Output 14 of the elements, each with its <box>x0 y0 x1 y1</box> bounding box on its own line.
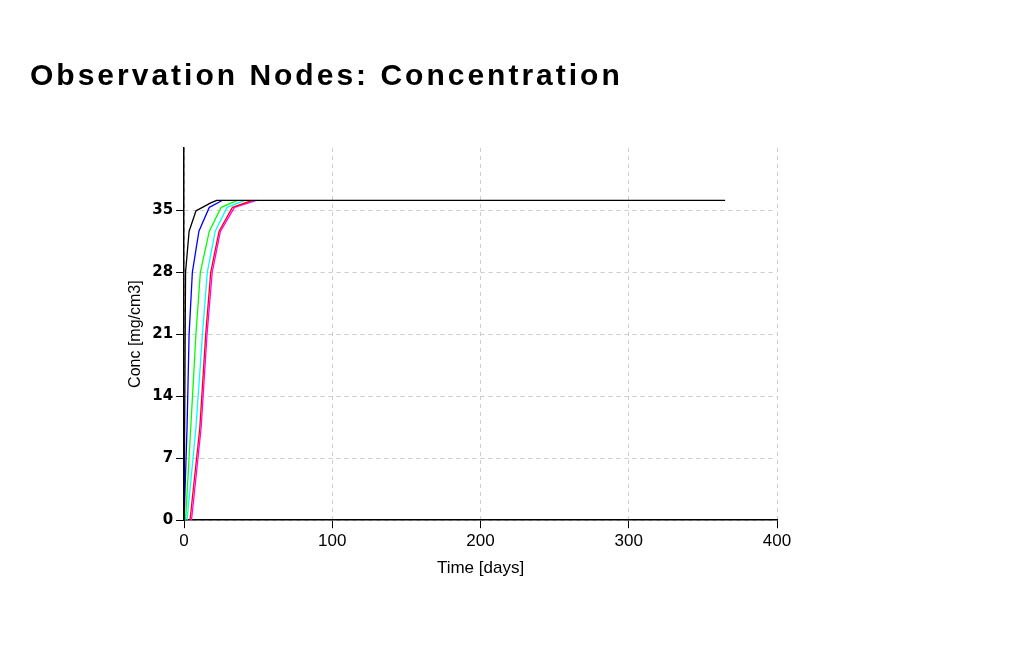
y-axis-title: Conc [mg/cm3] <box>126 280 144 388</box>
x-tick-label: 300 <box>614 531 643 551</box>
y-tick-label: 7 <box>162 448 174 467</box>
y-tick-label: 14 <box>152 386 174 405</box>
x-tick-label: 400 <box>762 531 792 551</box>
x-tick-label: 0 <box>179 531 189 551</box>
y-tick-label: 35 <box>152 199 174 218</box>
x-tick-label: 200 <box>466 531 495 551</box>
x-tick-label: 100 <box>318 531 347 551</box>
y-tick-label: 21 <box>152 323 174 342</box>
chart-title: Observation Nodes: Concentration <box>30 58 623 92</box>
y-tick-label: 0 <box>162 510 174 529</box>
x-axis-title: Time [days] <box>436 558 525 578</box>
y-tick-label: 28 <box>152 261 174 280</box>
